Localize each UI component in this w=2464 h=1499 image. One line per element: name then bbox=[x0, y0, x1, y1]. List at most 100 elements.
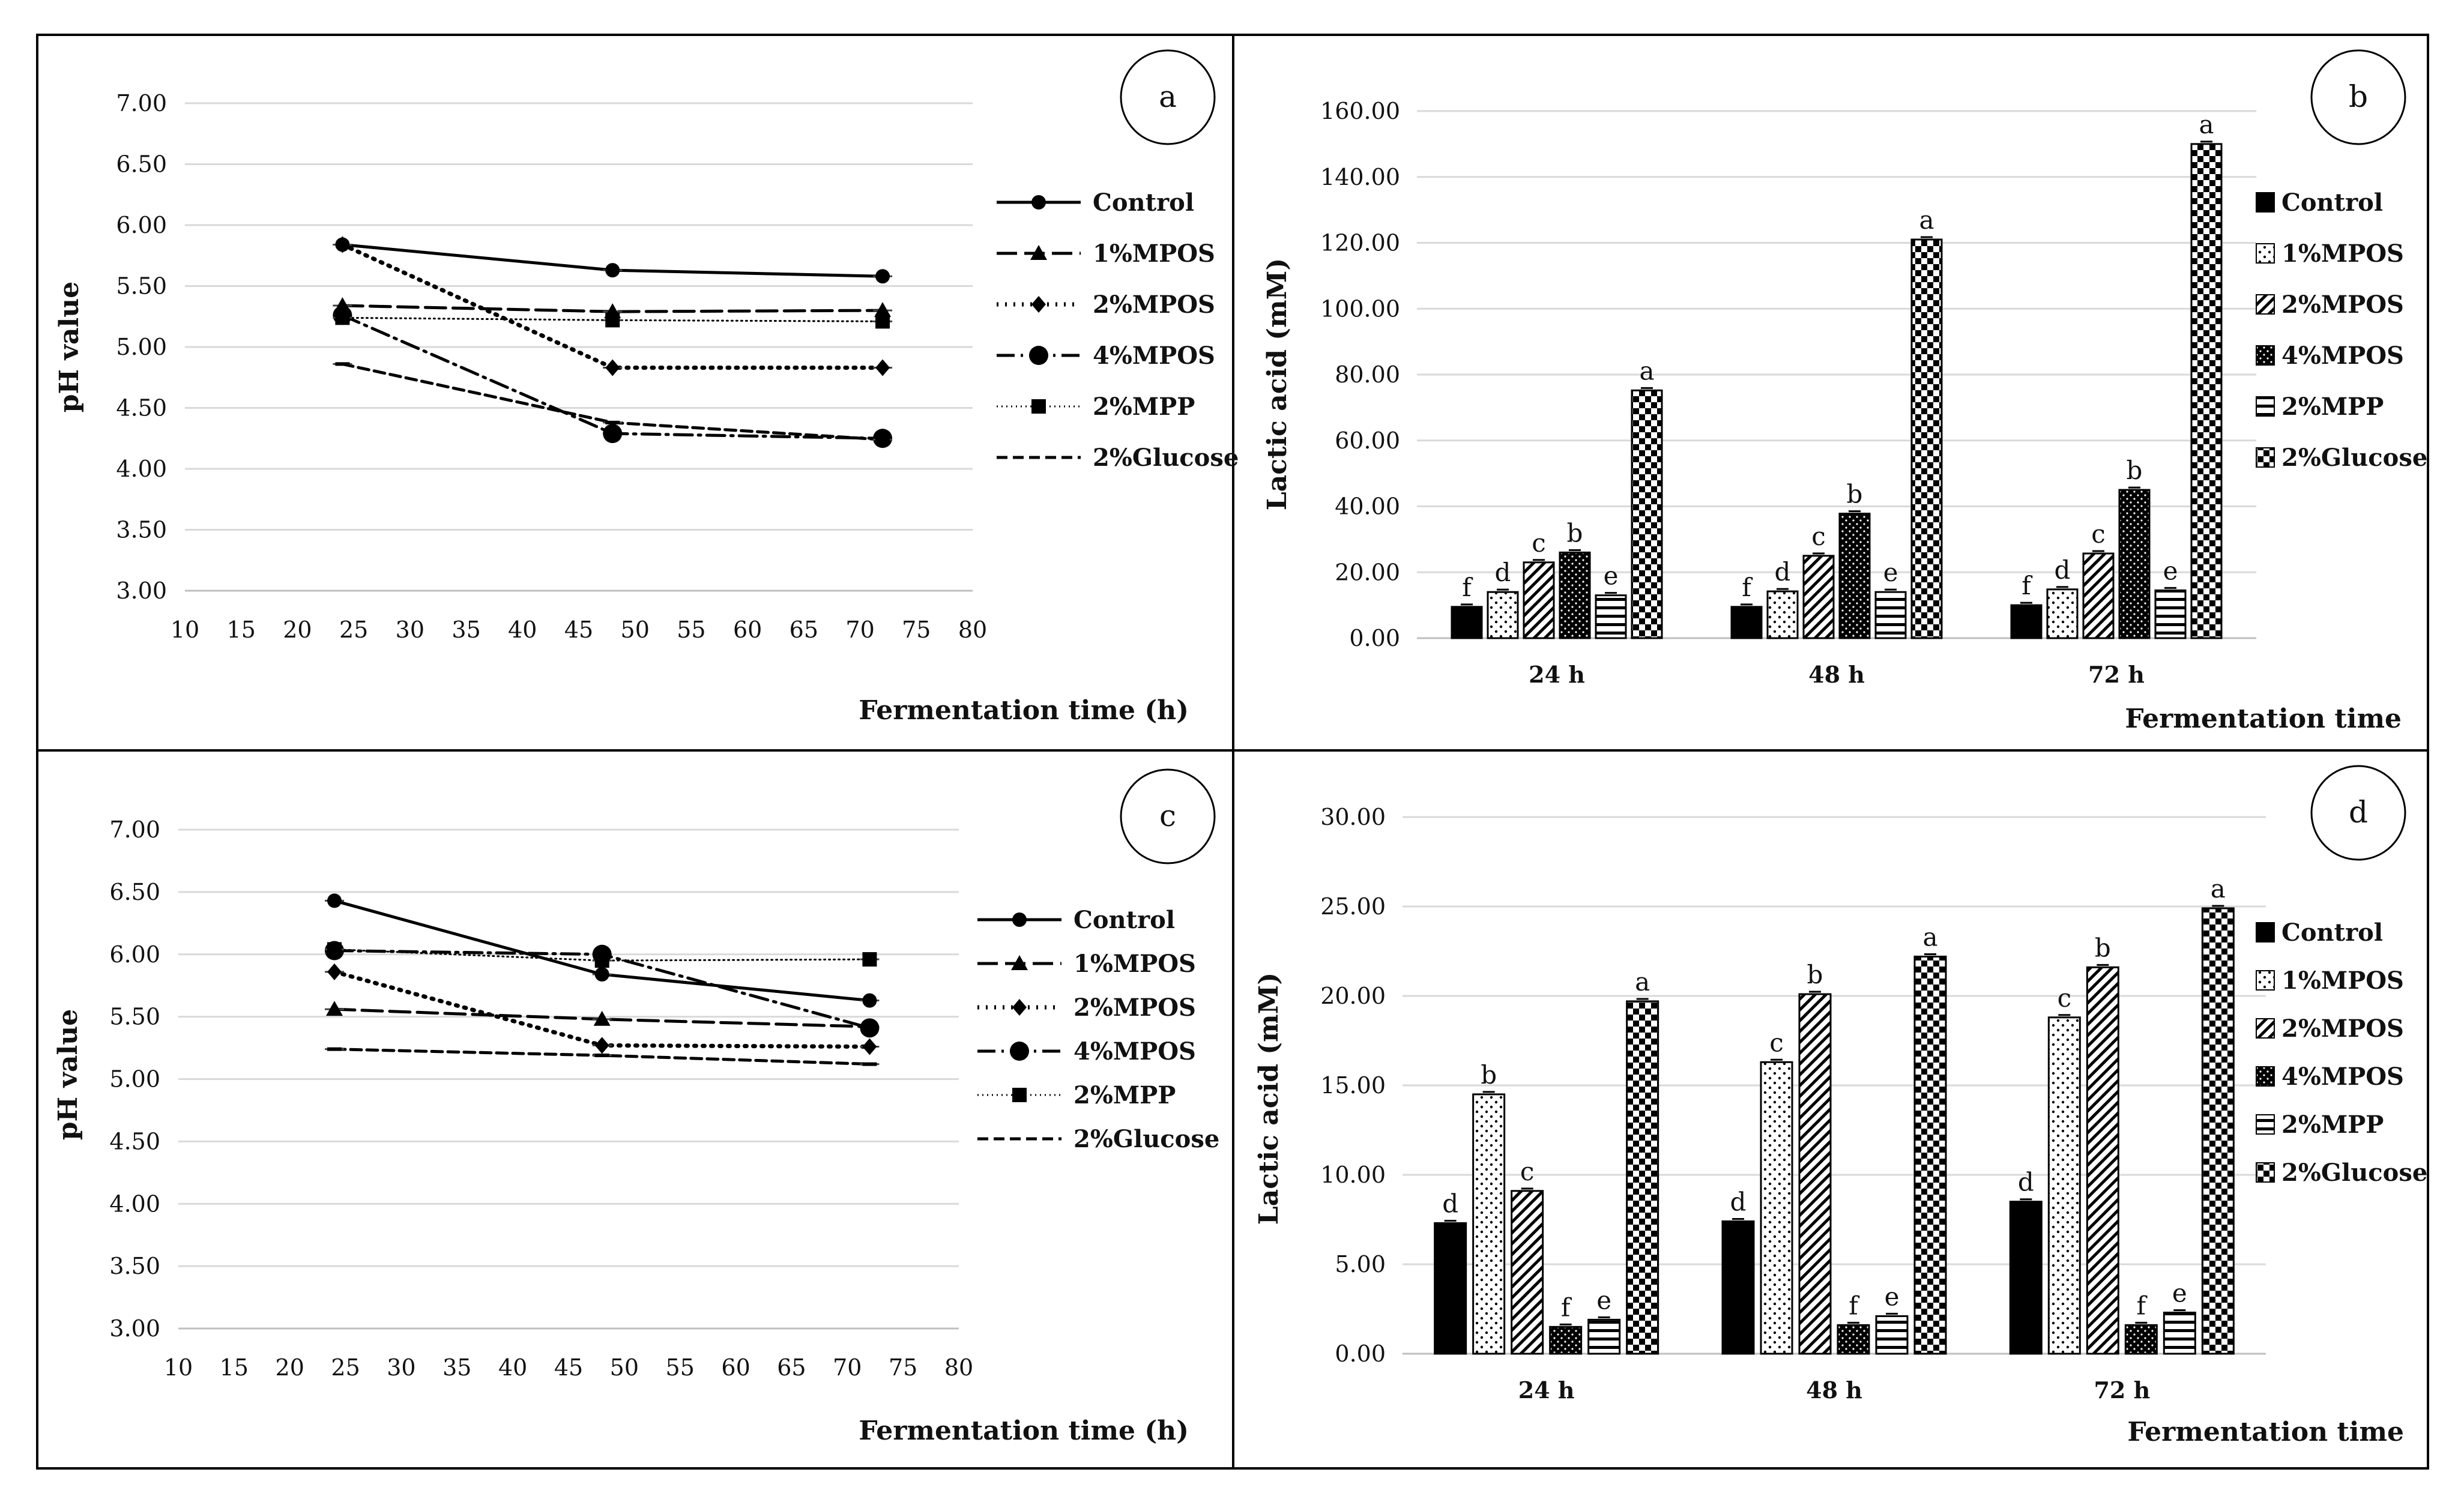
legend-label: 2%MPOS bbox=[1093, 291, 1215, 319]
legend-marker bbox=[1010, 1042, 1029, 1061]
y-tick-label: 4.00 bbox=[116, 456, 167, 482]
bar-1pct-mpos bbox=[2046, 588, 2079, 639]
data-point bbox=[875, 314, 890, 329]
legend-swatch bbox=[2256, 243, 2275, 264]
y-tick-label: 40.00 bbox=[1335, 493, 1400, 520]
panel-c-plot: 3.00 3.50 4.00 4.50 5.00 5.50 6.00 6.50 7.00 10 15… bbox=[109, 816, 1219, 1381]
bar-2pct-glucose bbox=[2190, 143, 2223, 639]
series-control bbox=[333, 237, 893, 284]
badge-d: d bbox=[2310, 765, 2406, 861]
legend-swatch bbox=[2256, 192, 2275, 213]
x-tick-label: 70 bbox=[833, 1354, 862, 1381]
series-line-2pct-mpos bbox=[332, 970, 872, 1049]
x-tick-label: 20 bbox=[283, 617, 312, 643]
legend-swatch bbox=[2256, 294, 2275, 315]
significance-letter: d bbox=[1730, 1187, 1747, 1216]
x-tick-label: 30 bbox=[396, 617, 424, 643]
y-tick-label: 5.00 bbox=[116, 334, 167, 360]
series-2pct-mpp bbox=[333, 310, 893, 329]
bar-1pct-mpos bbox=[1472, 1093, 1506, 1355]
x-tick-label: 35 bbox=[442, 1354, 471, 1381]
x-tick-label: 15 bbox=[220, 1354, 249, 1381]
x-tick-label: 75 bbox=[902, 617, 931, 643]
series-line-4pct-mpos bbox=[340, 313, 884, 440]
x-tick-label: 45 bbox=[564, 617, 593, 643]
bar-2pct-glucose bbox=[1626, 1000, 1659, 1355]
x-tick-label: 10 bbox=[171, 617, 199, 643]
y-tick-label: 4.50 bbox=[109, 1128, 160, 1154]
bar-2pct-glucose bbox=[1913, 955, 1947, 1355]
bar-2pct-glucose bbox=[1910, 238, 1943, 639]
bar-2pct-mpp bbox=[1587, 1318, 1621, 1355]
legend-label: 4%MPOS bbox=[1093, 342, 1215, 370]
significance-letter: e bbox=[1604, 561, 1619, 591]
data-point bbox=[593, 1010, 611, 1026]
data-point bbox=[327, 942, 342, 957]
data-point bbox=[335, 236, 350, 253]
y-tick-label: 3.50 bbox=[109, 1253, 160, 1279]
bar-2pct-glucose bbox=[1631, 389, 1663, 639]
significance-letter: a bbox=[1635, 967, 1650, 997]
legend-label: 2%MPP bbox=[1093, 393, 1195, 421]
legend-marker bbox=[1029, 346, 1048, 365]
data-point bbox=[875, 359, 890, 376]
significance-letter: f bbox=[2137, 1291, 2148, 1320]
bar-2pct-mpos bbox=[1523, 561, 1555, 639]
significance-letter: b bbox=[1847, 480, 1863, 509]
series-2pct-mpos bbox=[325, 963, 880, 1055]
badge-b: b bbox=[2310, 49, 2406, 145]
significance-letter: f bbox=[2022, 571, 2033, 600]
panel-b-ylabel: Lactic acid (mM) bbox=[1262, 258, 1293, 510]
badge-a: a bbox=[1120, 49, 1216, 145]
significance-letter: b bbox=[2095, 933, 2111, 962]
data-point bbox=[862, 993, 877, 1008]
bar-2pct-glucose bbox=[2201, 907, 2235, 1355]
bar-1pct-mpos bbox=[2047, 1016, 2081, 1355]
data-point bbox=[326, 1001, 343, 1016]
legend-label: 1%MPOS bbox=[1093, 240, 1215, 268]
x-tick-label: 50 bbox=[621, 617, 650, 643]
significance-letter: e bbox=[2172, 1278, 2187, 1307]
data-point bbox=[335, 310, 350, 325]
significance-letter: e bbox=[1596, 1285, 1611, 1315]
x-tick-label: 70 bbox=[845, 617, 874, 643]
legend-label: 2%MPOS bbox=[2281, 1015, 2404, 1043]
significance-letter: e bbox=[2163, 556, 2178, 585]
x-tick-label: 55 bbox=[666, 1354, 695, 1381]
legend-swatch bbox=[2256, 1018, 2275, 1039]
y-tick-label: 5.00 bbox=[109, 1066, 160, 1093]
x-tick-label: 40 bbox=[498, 1354, 527, 1381]
legend-swatch bbox=[2256, 922, 2275, 943]
x-category-label: 24 h bbox=[1518, 1377, 1575, 1404]
significance-letter: c bbox=[1532, 528, 1546, 558]
panel-a-plot: 3.00 3.50 4.00 4.50 5.00 5.50 6.00 6.50 7.00 10 15… bbox=[116, 90, 1239, 643]
bar-1pct-mpos bbox=[1487, 591, 1519, 639]
series-control bbox=[325, 893, 880, 1008]
y-tick-label: 6.50 bbox=[116, 151, 167, 178]
significance-letter: d bbox=[2018, 1168, 2034, 1197]
series-2pct-glucose bbox=[325, 1047, 880, 1066]
legend-label: Control bbox=[1093, 189, 1194, 217]
significance-letter: e bbox=[1883, 558, 1898, 587]
data-point bbox=[327, 963, 342, 980]
bar-control bbox=[1721, 1220, 1755, 1355]
bar-2pct-mpos bbox=[2082, 552, 2115, 639]
y-tick-label: 25.00 bbox=[1320, 893, 1386, 920]
bar-4pct-mpos bbox=[1559, 551, 1591, 639]
legend-marker bbox=[1031, 399, 1046, 414]
legend-marker bbox=[1030, 245, 1047, 260]
legend-swatch bbox=[2256, 1162, 2275, 1183]
legend-label: Control bbox=[2281, 918, 2383, 947]
data-point bbox=[862, 1038, 877, 1055]
data-point bbox=[327, 893, 342, 908]
legend-swatch bbox=[2256, 1114, 2275, 1135]
panel-frame-d bbox=[1232, 749, 2429, 1470]
y-tick-label: 5.00 bbox=[1335, 1251, 1386, 1277]
bar-control bbox=[1730, 606, 1763, 639]
y-tick-label: 10.00 bbox=[1320, 1162, 1386, 1188]
series-2pct-mpos bbox=[333, 236, 893, 376]
y-tick-label: 20.00 bbox=[1335, 559, 1400, 585]
significance-letter: a bbox=[1919, 205, 1934, 235]
y-tick-label: 0.00 bbox=[1349, 625, 1400, 651]
significance-letter: c bbox=[1520, 1157, 1535, 1186]
